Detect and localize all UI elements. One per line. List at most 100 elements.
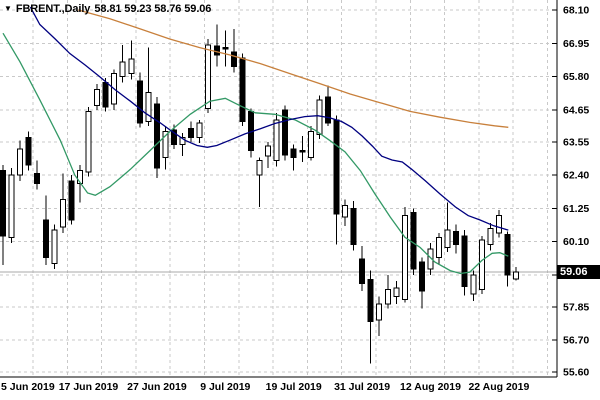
candle-body [290,148,297,159]
candle-body [495,215,502,234]
candle-body [145,92,152,122]
y-tick-label: 60.10 [563,236,589,248]
candle [350,201,357,251]
candle [436,233,443,265]
candle-body [68,180,75,221]
candle [470,270,477,301]
candle-body [136,80,143,124]
candle [25,131,32,171]
y-tick-label: 66.95 [563,38,589,50]
candle [59,173,66,233]
candle-body [316,99,323,136]
grid [0,0,557,377]
candle-body [8,174,15,238]
candle [239,53,246,126]
candle [162,125,169,170]
candle-body [256,160,263,176]
candle-body [128,58,135,75]
candle-body [324,96,331,124]
y-tick-label: 61.25 [563,203,589,215]
candle-body [384,289,391,305]
candle [94,83,101,110]
candle [453,224,460,254]
candle [0,164,6,265]
candle [68,175,75,225]
candle-body [51,229,58,264]
ma-slow-line [78,9,509,128]
x-axis[interactable]: 5 Jun 2019 17 Jun 2019 27 Jun 2019 9 Jul 20… [1,381,530,393]
candle [222,30,229,67]
candle [376,296,383,336]
candle-body [299,150,306,153]
candle-body [17,148,24,176]
candle-body [444,229,451,249]
candle [461,230,468,296]
candle-body [307,131,314,159]
candle-body [213,45,220,56]
candle-body [393,287,400,298]
y-tick-label: 56.70 [563,335,589,347]
x-tick-label: 5 Jun 2019 [1,381,55,393]
candle-body [42,219,49,259]
candle [427,243,434,275]
candle [17,140,24,181]
chart-title: ▼ FBRENT.,Daily 58.81 59.23 58.76 59.06 [4,3,211,15]
candle [384,275,391,309]
ma-fast-line [2,32,509,275]
candle-body [282,109,289,156]
y-tick-label: 55.60 [563,367,589,379]
candle [153,96,160,178]
y-tick-label: 62.40 [563,170,589,182]
candle-body [513,271,519,280]
candle-body [436,236,443,259]
chart-title-ohlc: 58.81 59.23 58.76 59.06 [94,3,212,15]
chart-title-symbol: FBRENT.,Daily [15,3,91,15]
x-tick-label: 12 Aug 2019 [400,381,461,393]
candle [307,125,314,161]
y-tick-label: 68.10 [563,5,589,17]
candle-body [196,122,203,138]
candle-body [367,278,374,322]
candle-body [25,136,32,166]
candle [34,160,41,190]
candle-body [427,248,434,270]
candle [290,144,297,171]
candle [342,199,348,226]
y-tick-label: 57.85 [563,301,589,313]
candle-body [171,129,177,146]
ma-medium-line [29,6,509,231]
candle-body [342,205,348,218]
candle [136,72,143,128]
y-axis[interactable]: 68.10 66.95 65.80 64.65 63.55 62.40 61.25 60.10… [552,5,589,379]
candle [324,85,331,126]
candle [85,107,92,177]
candle [8,167,15,244]
candle [504,231,511,287]
symbol-dropdown-arrow-icon[interactable]: ▼ [4,4,12,13]
candle [478,235,485,294]
x-tick-label: 22 Aug 2019 [468,381,529,393]
candle-body [470,274,477,295]
candle [316,95,323,139]
candle-body [333,119,340,215]
y-tick-label: 65.80 [563,71,589,83]
candle [299,136,306,162]
candle-body [350,207,357,246]
candle [393,280,400,304]
candle [367,270,374,364]
candle [205,39,212,113]
candle [119,44,126,83]
candle [145,47,152,126]
candle [495,209,502,238]
candles [0,24,519,364]
candle-body [102,81,109,108]
candle-body [265,145,272,157]
y-tick-label: 63.55 [563,136,589,148]
candle-body [359,258,366,285]
candle-body [273,119,280,161]
candle-body [401,215,408,301]
x-tick-label: 31 Jul 2019 [334,381,390,393]
candle [179,133,186,157]
